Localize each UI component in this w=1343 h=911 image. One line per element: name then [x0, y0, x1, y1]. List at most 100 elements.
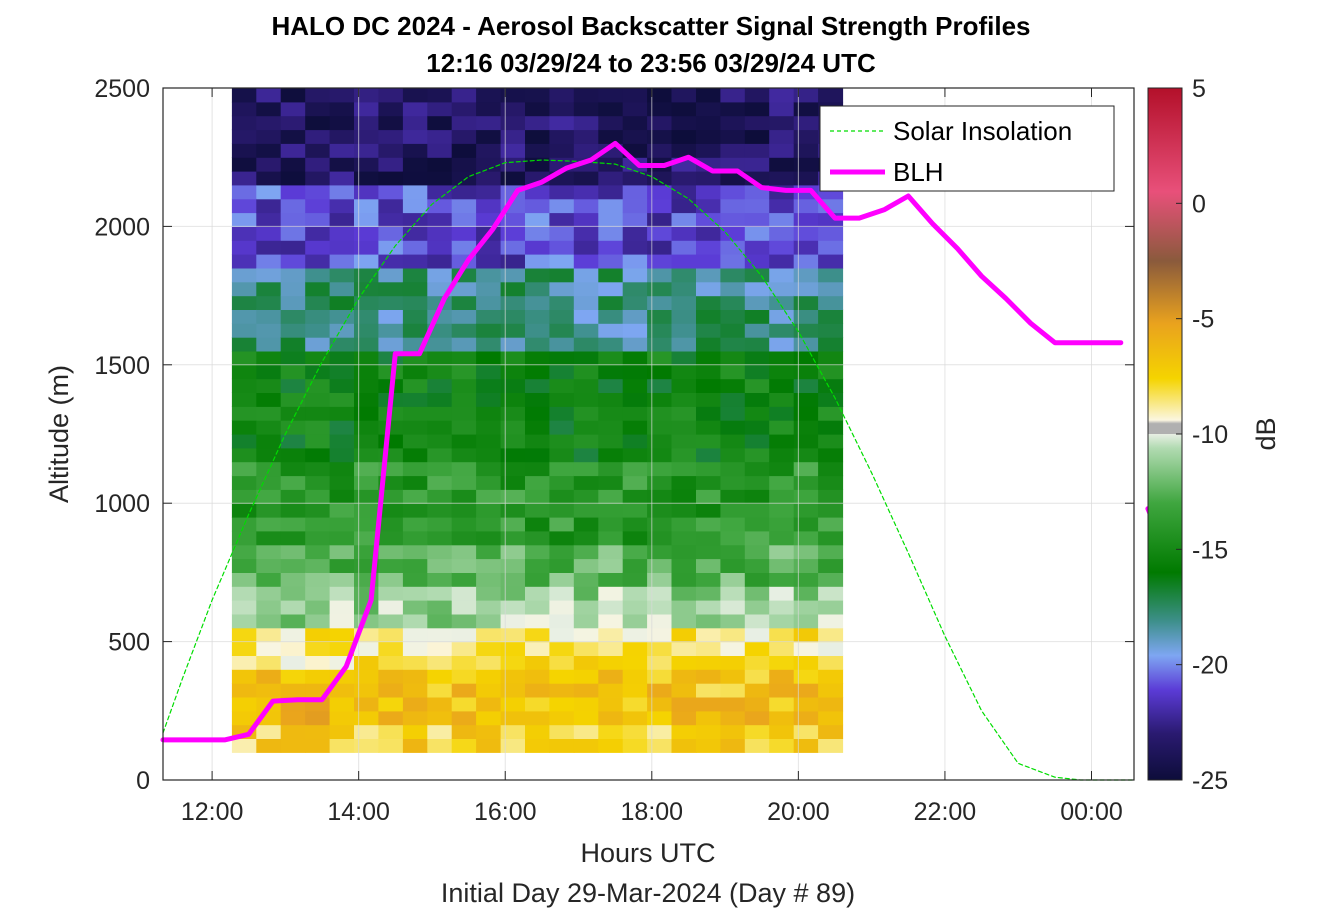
heatmap-cell	[231, 613, 257, 629]
heatmap-cell	[671, 226, 697, 241]
heatmap-cell	[305, 281, 331, 297]
x-tick-label: 00:00	[1060, 798, 1123, 826]
heatmap-cell	[256, 447, 282, 463]
heatmap-cell	[280, 88, 306, 103]
heatmap-cell	[549, 530, 575, 546]
heatmap-cell	[525, 434, 550, 449]
heatmap-cell	[329, 641, 355, 656]
heatmap-cell	[378, 198, 404, 214]
heatmap-cell	[525, 558, 550, 573]
heatmap-cell	[573, 406, 599, 421]
legend[interactable]: Solar Insolation BLH	[819, 105, 1115, 192]
heatmap-cell	[427, 364, 453, 380]
heatmap-cell	[256, 212, 282, 227]
heatmap-cell	[354, 475, 379, 490]
heatmap-cell	[744, 517, 770, 532]
heatmap-cell	[647, 129, 673, 144]
heatmap-cell	[818, 254, 844, 269]
colorbar-tick-label: -5	[1192, 306, 1214, 334]
heatmap-cell	[671, 295, 697, 310]
heatmap-cell	[256, 378, 282, 393]
heatmap-cell	[647, 281, 673, 297]
heatmap-cell	[476, 461, 502, 477]
heatmap-cell	[231, 530, 257, 546]
heatmap-cell	[378, 489, 404, 504]
heatmap-cell	[305, 351, 331, 366]
heatmap-cell	[671, 129, 697, 144]
heatmap-cell	[573, 281, 599, 297]
heatmap-cell	[525, 378, 550, 393]
heatmap-cell	[500, 143, 526, 158]
heatmap-cell	[549, 683, 575, 698]
heatmap-cell	[598, 101, 624, 117]
heatmap-cell	[329, 267, 355, 283]
heatmap-cell	[549, 558, 575, 573]
heatmap-cell	[720, 364, 746, 380]
heatmap-cell	[305, 544, 331, 560]
heatmap-cell	[573, 434, 599, 449]
heatmap-cell	[378, 544, 404, 560]
heatmap-cell	[598, 267, 624, 283]
heatmap-cell	[525, 710, 550, 726]
heatmap-cell	[476, 710, 502, 726]
heatmap-cell	[793, 489, 819, 504]
heatmap-cell	[451, 683, 477, 698]
heatmap-cell	[402, 434, 428, 449]
heatmap-cell	[720, 738, 746, 753]
heatmap-cell	[280, 351, 306, 366]
heatmap-cell	[573, 697, 599, 712]
heatmap-cell	[427, 392, 453, 407]
heatmap-cell	[280, 530, 306, 546]
heatmap-cell	[671, 572, 697, 587]
heatmap-cell	[500, 420, 526, 435]
heatmap-cell	[476, 475, 502, 490]
heatmap-cell	[256, 641, 282, 656]
heatmap-cell	[573, 710, 599, 726]
heatmap-cell	[818, 447, 844, 463]
heatmap-cell	[451, 337, 477, 352]
heatmap-cell	[500, 378, 526, 393]
heatmap-cell	[280, 447, 306, 463]
heatmap-cell	[500, 489, 526, 504]
heatmap-cell	[696, 461, 721, 477]
y-axis-label: Altitude (m)	[44, 365, 74, 503]
heatmap-cell	[744, 226, 770, 241]
heatmap-cell	[476, 337, 502, 352]
heatmap-cell	[451, 655, 477, 670]
heatmap-cell	[402, 364, 428, 380]
heatmap-cell	[793, 544, 819, 560]
heatmap-cell	[402, 309, 428, 324]
heatmap-cell	[354, 212, 379, 227]
heatmap-cell	[256, 254, 282, 269]
heatmap-cell	[647, 447, 673, 463]
heatmap-cell	[573, 600, 599, 615]
heatmap-cell	[329, 129, 355, 144]
heatmap-cell	[305, 364, 331, 380]
heatmap-cell	[598, 337, 624, 352]
heatmap-cell	[354, 240, 379, 255]
heatmap-cell	[280, 240, 306, 255]
heatmap-cell	[671, 184, 697, 200]
heatmap-cell	[549, 461, 575, 477]
heatmap-cell	[402, 544, 428, 560]
heatmap-cell	[696, 157, 721, 172]
heatmap-cell	[793, 240, 819, 255]
heatmap-cell	[720, 558, 746, 573]
heatmap-cell	[744, 627, 770, 643]
heatmap-cell	[696, 697, 721, 712]
heatmap-cell	[280, 461, 306, 477]
series-line-1	[160, 140, 1124, 743]
heatmap-cell	[476, 129, 502, 144]
heatmap-cell	[573, 669, 599, 684]
heatmap-cell	[671, 323, 697, 338]
heatmap-cell	[231, 115, 257, 131]
heatmap-cell	[573, 461, 599, 477]
heatmap-cell	[476, 88, 502, 103]
heatmap-cell	[476, 254, 502, 269]
heatmap-cell	[671, 240, 697, 255]
heatmap-cell	[378, 88, 404, 103]
heatmap-cell	[402, 378, 428, 393]
heatmap-cell	[793, 295, 819, 310]
heatmap-cell	[671, 475, 697, 490]
heatmap-cell	[549, 392, 575, 407]
